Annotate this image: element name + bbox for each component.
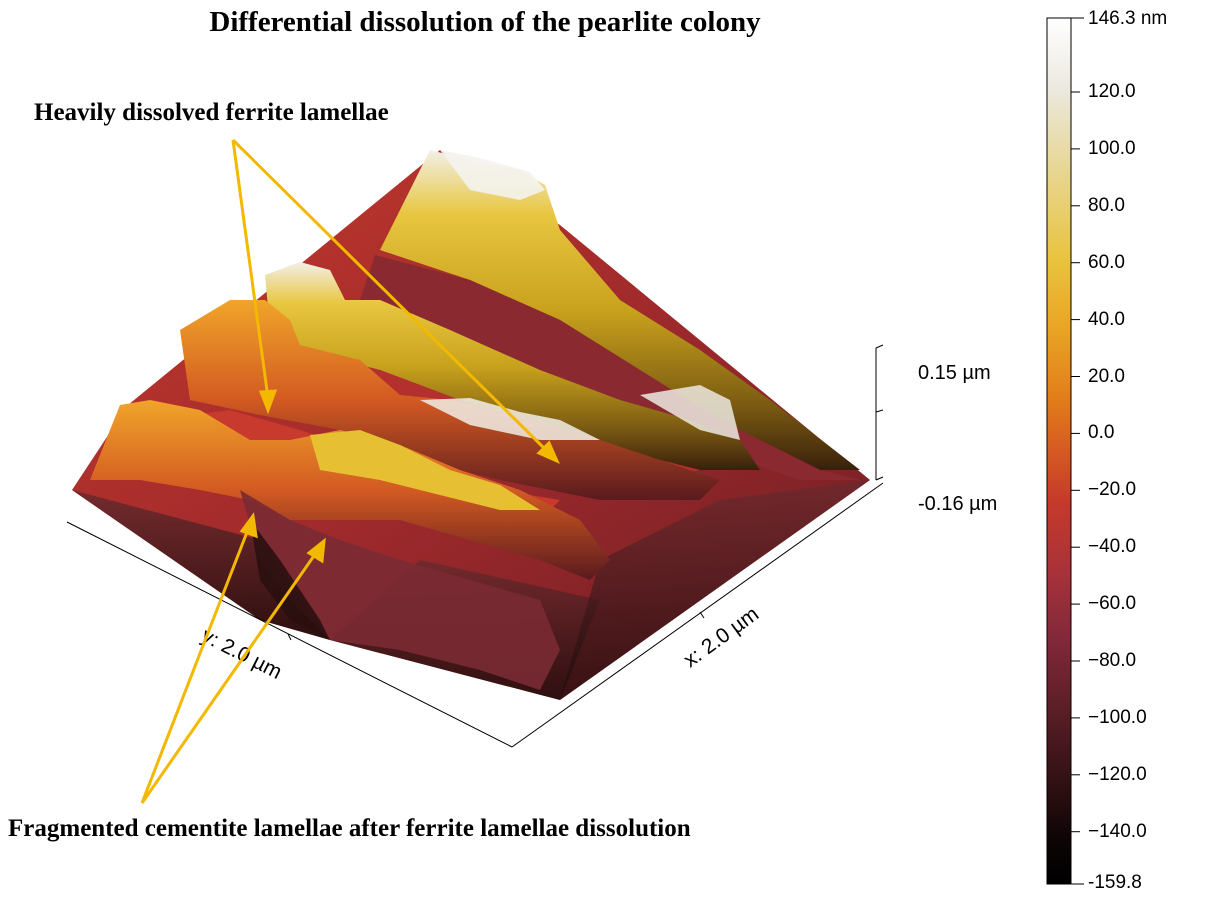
ridge-second [265,262,760,470]
front-wall-far [560,480,870,700]
z-axis-tick-mid [875,409,884,413]
arrow-cementite-2 [140,549,320,804]
z-axis-tick-top [875,344,884,349]
colorbar-tick-label: 100.0 [1088,137,1136,159]
foreground-shadow [250,520,330,640]
colorbar-gradient-rect [1046,17,1072,885]
arrow-cementite-2-head [306,537,326,564]
colorbar-tick-label: −140.0 [1088,820,1147,842]
ridge-front [90,400,610,580]
y-axis-tick [287,633,292,641]
annotation-cementite: Fragmented cementite lamellae after ferr… [8,815,691,842]
colorbar-tick-label: −20.0 [1088,479,1137,501]
colorbar-tick-label: −100.0 [1088,706,1147,728]
y-axis-label: y: 2.0 µm [198,624,286,684]
ridge-second-cap [640,385,740,440]
x-axis-line [511,482,884,748]
colorbar-tick-label: −120.0 [1088,763,1147,785]
arrow-ferrite-2 [231,138,550,454]
ridge-third-cap [420,398,600,440]
surface-group [72,150,870,700]
ridge-back [380,150,860,470]
ridge-front-yellow [310,430,540,510]
ridge-back-cap [440,150,545,200]
x-axis-label: x: 2.0 µm [679,602,763,672]
colorbar [1046,17,1084,885]
annotation-ferrite: Heavily dissolved ferrite lamellae [34,99,389,126]
arrow-ferrite-1 [231,139,270,399]
y-axis-line [66,521,513,748]
x-axis-tick [699,611,705,619]
front-wall-left [72,490,330,640]
colorbar-ticks [1071,17,1084,885]
colorbar-min-label: -159.8 [1088,872,1142,893]
foreground-dark [240,490,560,690]
colorbar-tick-label: 80.0 [1088,194,1125,216]
colorbar-tick-label: −60.0 [1088,593,1137,615]
z-axis-top-label: 0.15 µm [918,362,991,384]
z-axis-bottom-label: -0.16 µm [918,493,997,515]
colorbar-tick-label: 120.0 [1088,81,1136,102]
colorbar-tick-label: −80.0 [1088,650,1137,671]
arrow-cementite-1 [140,526,251,804]
axes-group [66,344,884,748]
colorbar-tick-label: 60.0 [1088,251,1125,273]
colorbar-max-label: 146.3 nm [1088,8,1168,29]
arrow-cementite-1-head [239,512,258,539]
z-axis-tick-bottom [875,476,884,481]
colorbar-tick-label: 0.0 [1088,422,1115,444]
colorbar-tick-label: −40.0 [1088,536,1137,558]
colorbar-tick-label: 40.0 [1088,308,1125,330]
colorbar-tick-label: 20.0 [1088,365,1125,387]
arrow-ferrite-1-head [258,389,278,415]
arrow-ferrite-2-head [536,440,560,464]
valley-band-1 [360,255,860,480]
annotation-arrows [140,138,560,804]
figure-title: Differential dissolution of the pearlite… [209,6,761,38]
